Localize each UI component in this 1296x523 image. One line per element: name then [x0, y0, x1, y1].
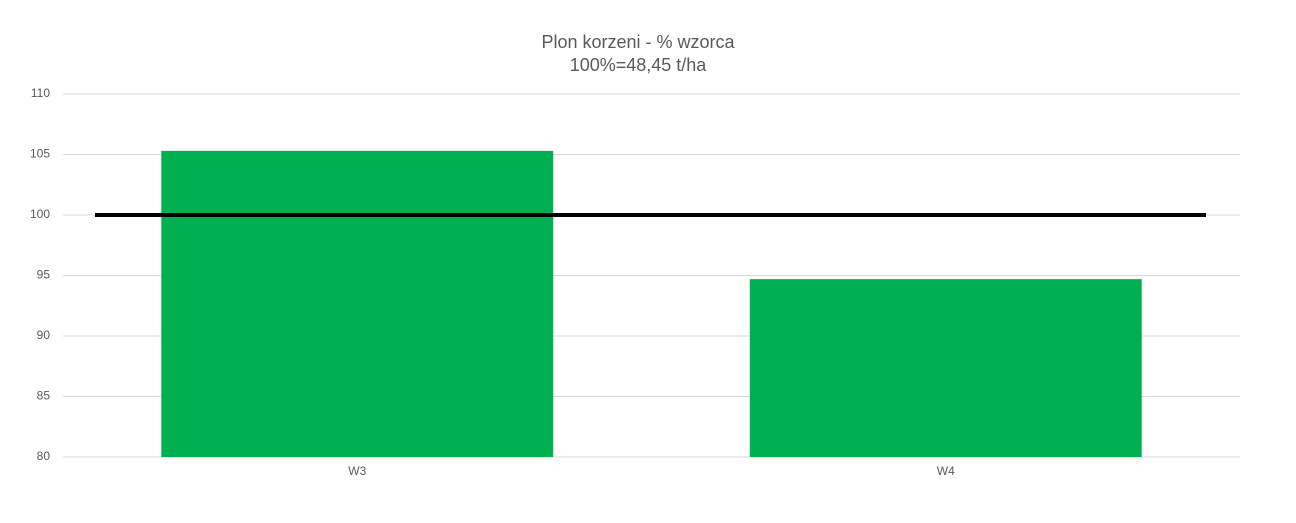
y-tick-label: 110 [31, 86, 50, 100]
bar [749, 279, 1142, 457]
y-tick-label: 100 [30, 207, 50, 221]
chart-title: Plon korzeni - % wzorca [541, 32, 735, 52]
y-tick-label: 85 [37, 389, 51, 403]
y-tick-label: 80 [37, 449, 51, 463]
y-tick-label: 105 [30, 147, 50, 161]
bar [161, 150, 554, 457]
chart-subtitle: 100%=48,45 t/ha [570, 55, 708, 75]
y-tick-label: 95 [37, 268, 51, 282]
y-tick-label: 90 [37, 328, 51, 342]
x-tick-label: W3 [348, 464, 366, 478]
x-tick-label: W4 [937, 464, 955, 478]
